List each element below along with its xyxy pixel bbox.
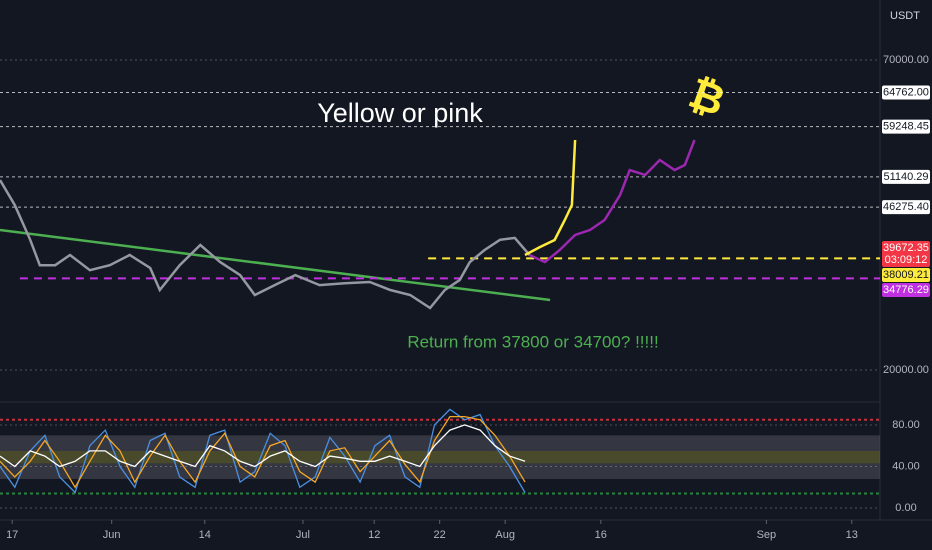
price-label-box bbox=[882, 119, 930, 134]
trendline bbox=[0, 228, 551, 302]
x-tick-label: 13 bbox=[846, 529, 858, 541]
series-line bbox=[524, 139, 577, 257]
price-label: 59248.45 bbox=[883, 121, 929, 133]
x-tick-label: Aug bbox=[495, 529, 515, 541]
price-label: 51140.29 bbox=[883, 171, 928, 183]
price-label: 34776.29 bbox=[883, 284, 929, 296]
series-line bbox=[0, 424, 526, 468]
price-label-box bbox=[882, 200, 930, 215]
x-tick-label: 22 bbox=[434, 529, 446, 541]
price-label-box bbox=[882, 169, 930, 184]
annotation: Return from 37800 or 34700? !!!!! bbox=[407, 332, 658, 351]
series-line bbox=[0, 408, 526, 494]
countdown-label: 03:09:12 bbox=[885, 254, 928, 266]
x-tick-label: 14 bbox=[199, 529, 211, 541]
y-tick-label: 20000.00 bbox=[883, 364, 929, 376]
price-label: 46275.40 bbox=[883, 201, 929, 213]
price-label-box bbox=[882, 241, 930, 268]
x-tick-label: Jul bbox=[296, 529, 310, 541]
band bbox=[0, 463, 880, 479]
x-tick-label: 12 bbox=[368, 529, 380, 541]
price-label-box bbox=[882, 268, 930, 283]
x-tick-label: 16 bbox=[595, 529, 607, 541]
price-label-box bbox=[882, 283, 930, 298]
series-line bbox=[528, 139, 696, 264]
x-tick-label: Sep bbox=[757, 529, 777, 541]
series-line bbox=[0, 179, 531, 310]
x-tick-label: 17 bbox=[6, 529, 18, 541]
y-tick-label: 80.00 bbox=[892, 419, 920, 431]
price-label-box bbox=[882, 85, 930, 100]
y-tick-label: 70000.00 bbox=[883, 54, 929, 66]
y-tick-label: 0.00 bbox=[895, 502, 916, 514]
price-label: 38009.21 bbox=[883, 269, 929, 281]
x-tick-label: Jun bbox=[103, 529, 121, 541]
price-label: 64762.00 bbox=[883, 86, 929, 98]
y-tick-label: 40.00 bbox=[892, 460, 920, 472]
annotation-title: Yellow or pink bbox=[317, 98, 483, 128]
band bbox=[0, 435, 880, 451]
currency-label: USDT bbox=[890, 10, 920, 22]
band bbox=[0, 450, 880, 464]
price-label: 39672.35 bbox=[883, 242, 929, 254]
